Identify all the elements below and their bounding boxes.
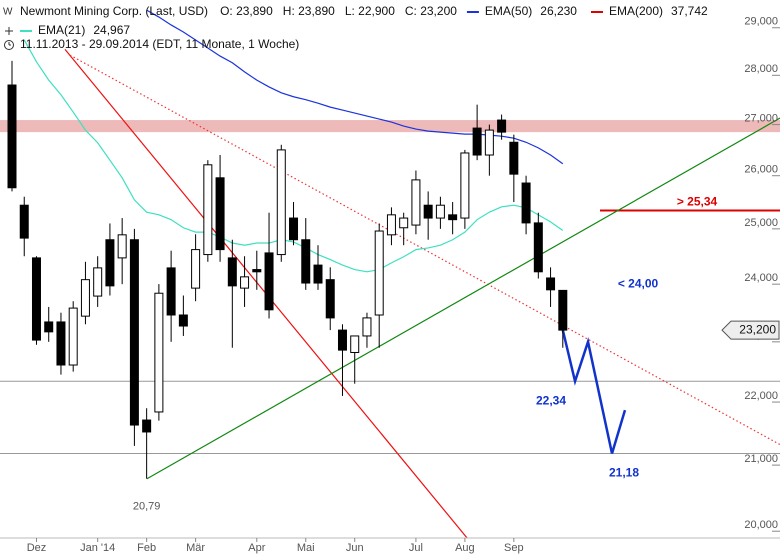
- y-tick-label: 27,000: [744, 112, 778, 124]
- candle-body: [533, 222, 543, 273]
- crosshair-icon: [5, 27, 13, 35]
- y-tick-label: 24,000: [744, 272, 778, 284]
- legend-value: 37,742: [671, 4, 708, 18]
- candle-body: [448, 214, 458, 221]
- x-tick-label: Jan '14: [80, 542, 115, 554]
- resistance-zone: [0, 120, 780, 133]
- x-tick-label: Jun: [346, 542, 364, 554]
- annotation-label: < 24,00: [618, 276, 659, 290]
- candle-body: [521, 182, 531, 224]
- candle-body: [215, 177, 225, 251]
- candle-body: [386, 214, 396, 236]
- candle-body: [142, 419, 152, 433]
- ohlc-value: O: 23,890: [220, 4, 273, 18]
- annotation-label: 22,34: [536, 393, 566, 407]
- candle-body: [56, 321, 66, 366]
- candle-body: [362, 317, 372, 337]
- candle-body: [129, 239, 139, 426]
- y-tick-label: 20,000: [744, 519, 778, 531]
- candle-body: [166, 267, 176, 316]
- x-tick-label: Dez: [27, 542, 47, 554]
- period: 11.11.2013 - 29.09.2014 (EDT, 11 Monate,…: [20, 37, 299, 51]
- candle-body: [350, 335, 360, 353]
- indicator-line: [146, 9, 564, 165]
- candle-body: [154, 292, 164, 413]
- clock-icon: [4, 40, 14, 50]
- legend-value: 26,230: [540, 4, 577, 18]
- candle-body: [252, 269, 262, 273]
- axes: 20,00021,00022,00023,00024,00025,00026,0…: [0, 16, 780, 554]
- annotation-label: 21,18: [609, 466, 639, 480]
- annotation-label: > 25,34: [677, 195, 718, 209]
- candle-body: [325, 279, 335, 319]
- y-tick-label: 28,000: [744, 63, 778, 75]
- candle-body: [484, 129, 494, 156]
- candle-body: [276, 149, 286, 256]
- chart-title: Newmont Mining Corp. (Last, USD): [20, 4, 208, 18]
- header: W Newmont Mining Corp. (Last, USD) 11.11…: [3, 4, 708, 51]
- candle-body: [19, 204, 29, 239]
- legend-value: 24,967: [93, 23, 130, 37]
- trend-line: [146, 117, 780, 480]
- candle-body: [203, 164, 213, 256]
- candle-body: [423, 204, 433, 219]
- x-tick-label: Mai: [297, 542, 315, 554]
- watermark-icon: W: [3, 7, 13, 18]
- candle-body: [93, 267, 103, 297]
- candle-body: [117, 234, 127, 259]
- ohlc-value: H: 23,890: [283, 4, 335, 18]
- plot-area: [0, 9, 780, 538]
- low-label: 20,79: [133, 501, 161, 513]
- candle-body: [509, 141, 519, 175]
- candle-body: [435, 204, 445, 219]
- last-price-box: [721, 320, 780, 340]
- x-tick-label: Feb: [137, 542, 156, 554]
- legend-label: EMA(200): [609, 4, 663, 18]
- candle-body: [337, 329, 347, 351]
- candle-body: [411, 179, 421, 226]
- trend-line: [561, 329, 627, 454]
- trend-line: [69, 54, 780, 446]
- ohlc-value: L: 22,900: [345, 4, 395, 18]
- candle-body: [44, 321, 54, 333]
- y-tick-label: 21,000: [744, 453, 778, 465]
- x-tick-label: Jul: [409, 542, 423, 554]
- y-tick-label: 29,000: [744, 16, 778, 28]
- candle-body: [80, 279, 90, 317]
- candle-body: [191, 249, 201, 289]
- x-tick-label: Mär: [186, 542, 205, 554]
- candle-body: [227, 257, 237, 287]
- candle-body: [31, 257, 41, 341]
- candle-body: [497, 119, 507, 133]
- trend-line: [64, 49, 468, 538]
- candle-body: [472, 127, 482, 156]
- candle-body: [399, 217, 409, 229]
- legend-label: EMA(21): [38, 23, 85, 37]
- candle-body: [178, 314, 188, 327]
- x-tick-label: Sep: [504, 542, 524, 554]
- y-tick-label: 22,000: [744, 390, 778, 402]
- candle-body: [264, 252, 274, 311]
- ohlc-value: C: 23,200: [405, 4, 457, 18]
- candle-body: [313, 264, 323, 284]
- candle-body: [558, 289, 568, 331]
- candle-body: [289, 217, 299, 241]
- candle-body: [7, 84, 17, 189]
- candle-body: [460, 152, 470, 219]
- legend-label: EMA(50): [485, 4, 532, 18]
- y-tick-label: 26,000: [744, 164, 778, 176]
- y-tick-label: 25,000: [744, 217, 778, 229]
- candle-body: [68, 307, 78, 366]
- last-price-label: 23,200: [739, 322, 776, 336]
- candle-body: [546, 277, 556, 291]
- x-tick-label: Aug: [455, 542, 475, 554]
- candle-body: [301, 239, 311, 284]
- candle-body: [105, 239, 115, 287]
- candle-body: [240, 276, 250, 289]
- candle-body: [374, 230, 384, 316]
- x-tick-label: Apr: [248, 542, 265, 554]
